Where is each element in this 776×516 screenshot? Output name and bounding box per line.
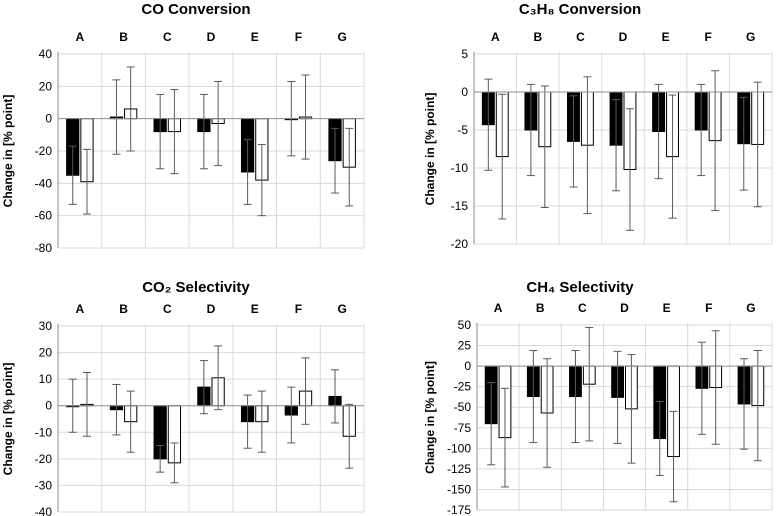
chart-4-tick-label: 50 (458, 318, 472, 332)
chart-1-category-label: E (251, 30, 259, 44)
chart-4-category-label: C (578, 301, 587, 315)
chart-3-tick-label: 0 (45, 399, 52, 413)
chart-4-tick-label: -75 (454, 421, 472, 435)
chart-4-category-label: D (620, 301, 629, 315)
chart-2-tick-label: -10 (451, 161, 469, 175)
chart-4-tick-label: -50 (454, 400, 472, 414)
chart-4-plot: 50 25 0 -25 -50 -75 -100 -125 -150 -175 A B C D E F G Cha… (423, 301, 773, 516)
chart-3-tick-label: -40 (35, 505, 53, 516)
chart-1-category-label: F (295, 30, 302, 44)
chart-2-category-label: E (662, 30, 670, 44)
chart-4-title: CH₄ Selectivity (526, 279, 634, 296)
chart-4-tick-label: -150 (447, 482, 471, 496)
chart-1-tick-label: 0 (45, 112, 52, 126)
chart-4-tick-label: 25 (458, 339, 472, 353)
chart-1-category-label: C (163, 30, 172, 44)
chart-3-tick-label: -30 (35, 478, 53, 492)
chart-4-tick-label: 0 (464, 359, 471, 373)
chart-1-category-label: A (76, 30, 85, 44)
chart-1-plot: 40 20 0 -20 -40 -60 -80 A B C D E F G Change in [% poi… (1, 30, 365, 255)
chart-1-category-label: B (119, 30, 128, 44)
chart-1-y-axis-label: Change in [% point] (1, 95, 15, 208)
chart-3-category-label: D (207, 302, 216, 316)
chart-2-tick-label: 0 (461, 85, 468, 99)
chart-1-title: CO Conversion (141, 1, 250, 18)
chart-4-tick-label: -175 (447, 503, 471, 516)
chart-1-tick-label: 40 (39, 47, 53, 61)
chart-1-category-label: G (337, 30, 346, 44)
chart-2-y-axis-label: Change in [% point] (423, 93, 437, 206)
chart-4-tick-label: -25 (454, 380, 472, 394)
chart-2-category-label: A (491, 30, 500, 44)
chart-3-title: CO₂ Selectivity (142, 279, 250, 296)
chart-2-tick-label: -15 (451, 199, 469, 213)
chart-3-tick-label: -20 (35, 452, 53, 466)
chart-2-tick-label: -5 (457, 123, 468, 137)
chart-1-tick-label: -80 (35, 241, 53, 255)
chart-2-title: C₃H₈ Conversion (519, 1, 641, 18)
chart-3-category-label: A (76, 302, 85, 316)
chart-2-category-label: B (534, 30, 543, 44)
chart-4-category-label: G (746, 301, 755, 315)
chart-2-category-label: C (576, 30, 585, 44)
chart-3-tick-label: -10 (35, 425, 53, 439)
chart-3-category-label: F (295, 302, 302, 316)
chart-1-category-label: D (207, 30, 216, 44)
chart-2-plot: 5 0 -5 -10 -15 -20 A B C D E F G Change in [% point] (423, 30, 773, 251)
chart-1-tick-label: -60 (35, 209, 53, 223)
chart-3-tick-label: 10 (39, 372, 53, 386)
chart-4-category-label: E (663, 301, 671, 315)
chart-3-tick-label: 20 (39, 346, 53, 360)
chart-2-tick-label: -20 (451, 237, 469, 251)
chart-2-tick-label: 5 (461, 47, 468, 61)
chart-3-y-axis-label: Change in [% point] (1, 363, 15, 476)
chart-4-category-label: A (494, 301, 503, 315)
chart-2-category-label: G (746, 30, 755, 44)
chart-3-category-label: C (163, 302, 172, 316)
chart-3-category-label: G (337, 302, 346, 316)
chart-2-category-label: F (704, 30, 711, 44)
chart-4-tick-label: -125 (447, 462, 471, 476)
chart-3-category-label: E (251, 302, 259, 316)
chart-4-y-axis-label: Change in [% point] (423, 361, 437, 474)
chart-3-category-label: B (119, 302, 128, 316)
chart-4-category-label: B (536, 301, 545, 315)
chart-3-plot: 30 20 10 0 -10 -20 -30 -40 A B C D E F G Change in [% p… (1, 302, 365, 516)
chart-1-tick-label: -40 (35, 176, 53, 190)
chart-2-category-label: D (619, 30, 628, 44)
chart-4-tick-label: -100 (447, 441, 471, 455)
chart-3-tick-label: 30 (39, 319, 53, 333)
chart-4-category-label: F (705, 301, 712, 315)
chart-1-tick-label: -20 (35, 144, 53, 158)
chart-1-tick-label: 20 (39, 79, 53, 93)
